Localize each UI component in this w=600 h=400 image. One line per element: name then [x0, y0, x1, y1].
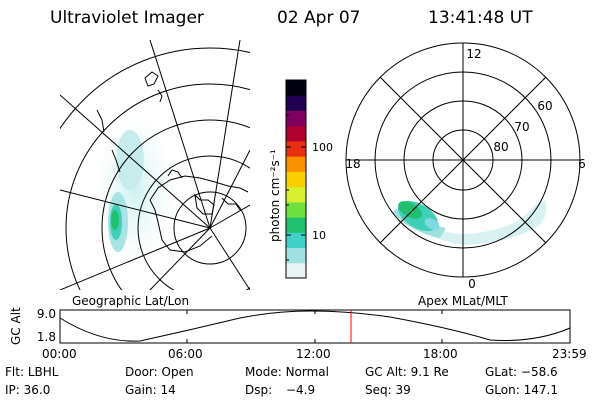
status-ip: IP: 36.0: [5, 383, 51, 397]
time-tick-1800: 18:00: [423, 347, 458, 361]
mlat-label-80: 80: [493, 140, 508, 154]
status-glon: GLon: 147.1: [485, 383, 558, 397]
colorbar-segment: [286, 140, 306, 157]
altitude-curve: [59, 310, 571, 342]
colorbar-segment: [286, 217, 306, 233]
colorbar-segment: [286, 201, 306, 218]
altitude-plot-frame: [59, 309, 571, 344]
colorbar-segment: [286, 110, 306, 127]
colorbar-segment: [286, 262, 306, 279]
mlat-label-70: 70: [514, 120, 529, 134]
right-auroral-emission: [392, 200, 547, 245]
latitude-circles: [60, 47, 250, 290]
altitude-plot: 9.0 1.8 GC Alt: [9, 307, 571, 345]
mlt-label-18: 18: [345, 157, 360, 171]
colorbar-tick-10: 10: [312, 229, 326, 242]
colorbar-gradient: [286, 80, 306, 279]
status-gc-alt: GC Alt: 9.1 Re: [365, 365, 449, 379]
colorbar-unit-label: photon cm⁻²s⁻¹: [268, 149, 282, 242]
time-tick-0600: 06:00: [168, 347, 203, 361]
status-door: Door: Open: [125, 365, 194, 379]
altitude-ytick-low: 1.8: [37, 330, 56, 344]
time-tick-0000: 00:00: [42, 347, 77, 361]
apex-caption: Apex MLat/MLT: [418, 294, 508, 308]
status-seq: Seq: 39: [365, 383, 411, 397]
colorbar-segment: [286, 156, 306, 172]
colorbar-segment: [286, 125, 306, 142]
geographic-map: [60, 40, 250, 290]
mlat-label-60: 60: [537, 99, 552, 113]
meridians: [60, 40, 250, 290]
date-label: 02 Apr 07: [277, 8, 361, 28]
colorbar-segment: [286, 232, 306, 249]
colorbar: 100 10 photon cm⁻²s⁻¹: [268, 79, 333, 279]
colorbar-segment: [286, 95, 306, 111]
mlt-label-0: 0: [468, 277, 476, 291]
mlt-label-6: 6: [578, 157, 586, 171]
colorbar-tick-marks: [286, 94, 306, 261]
status-filter: Flt: LBHL: [5, 365, 59, 379]
altitude-ytick-high: 9.0: [37, 307, 56, 321]
time-tick-2359: 23:59: [552, 347, 587, 361]
time-tick-1200: 12:00: [296, 347, 331, 361]
colorbar-tick-100: 100: [312, 141, 333, 154]
time-label: 13:41:48 UT: [428, 8, 533, 28]
left-auroral-emission: [95, 115, 175, 265]
coastlines: [96, 71, 249, 253]
altitude-x-ticks: [186, 310, 443, 343]
altitude-ylabel: GC Alt: [9, 307, 23, 345]
instrument-title: Ultraviolet Imager: [50, 8, 204, 28]
colorbar-frame: [285, 79, 307, 279]
colorbar-segment: [286, 247, 306, 264]
colorbar-segment: [286, 80, 306, 96]
polar-grid: [345, 42, 581, 278]
polar-plot: 12 18 6 0 60 70 80: [345, 42, 586, 291]
colorbar-segment: [286, 186, 306, 203]
colorbar-segment: [286, 171, 306, 188]
status-glat: GLat: −58.6: [485, 365, 558, 379]
geographic-caption: Geographic Lat/Lon: [72, 294, 190, 308]
status-gain: Gain: 14: [125, 383, 176, 397]
status-dsp: Dsp: −4.9: [245, 383, 316, 397]
status-mode: Mode: Normal: [245, 365, 329, 379]
mlt-label-12: 12: [466, 47, 481, 61]
